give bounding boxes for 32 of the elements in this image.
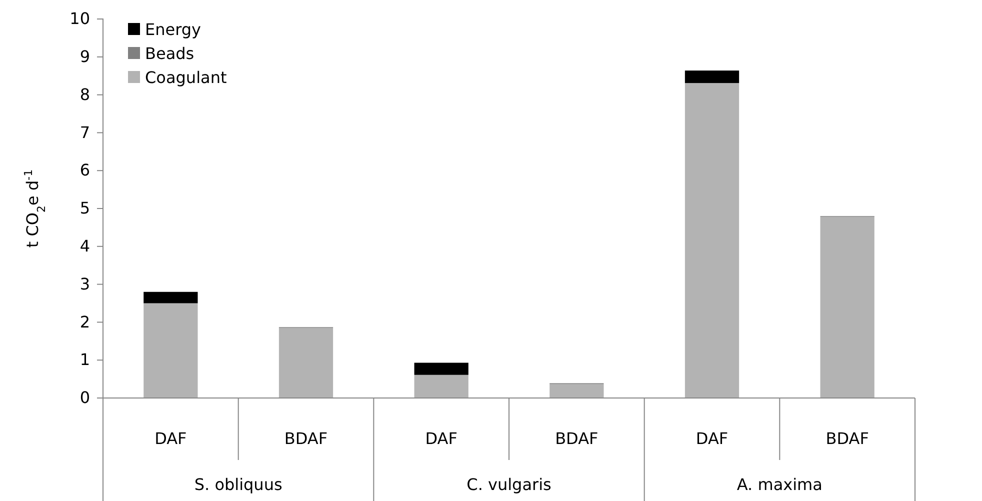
- legend-label: Coagulant: [145, 68, 227, 87]
- y-tick-label: 5: [80, 198, 90, 218]
- y-tick-label: 6: [80, 160, 90, 180]
- x-tick-label: BDAF: [555, 429, 598, 448]
- bar: [144, 292, 198, 304]
- x-tick-label: DAF: [696, 429, 728, 448]
- x-tick-label: BDAF: [826, 429, 869, 448]
- y-tick-label: 7: [80, 122, 90, 142]
- bar: [144, 303, 198, 398]
- y-tick-label: 2: [80, 312, 90, 332]
- y-tick-label: 3: [80, 274, 90, 294]
- legend-label: Energy: [145, 20, 202, 39]
- text: S. obliquus: [194, 475, 282, 494]
- y-tick-label: 1: [80, 350, 90, 370]
- y-tick-label: 8: [80, 84, 90, 104]
- legend-label: Beads: [145, 44, 194, 63]
- bar: [414, 374, 468, 398]
- x-tick-label: DAF: [154, 429, 187, 448]
- bar: [684, 70, 740, 84]
- bar: [684, 83, 740, 398]
- y-tick-label: 10: [70, 9, 90, 28]
- y-tick-label: 9: [80, 47, 90, 66]
- x-tick-label: BDAF: [284, 429, 328, 448]
- y-tick-label: 0: [80, 388, 90, 408]
- bar: [820, 216, 874, 398]
- x-tick-label: DAF: [425, 429, 458, 448]
- text: C. vulgaris: [466, 475, 552, 494]
- bar: [550, 384, 604, 398]
- bar: [414, 362, 468, 375]
- y-tick-label: 4: [80, 236, 90, 256]
- bar: [278, 328, 334, 398]
- text: A. maxima: [736, 475, 822, 494]
